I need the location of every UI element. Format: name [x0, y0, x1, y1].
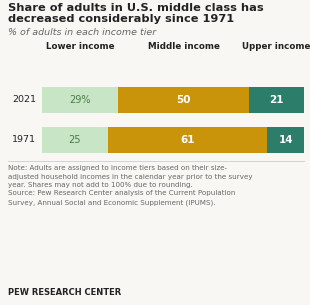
Text: PEW RESEARCH CENTER: PEW RESEARCH CENTER	[8, 288, 121, 297]
Bar	[42, 127, 108, 153]
Text: Middle income: Middle income	[148, 42, 219, 51]
Bar	[118, 87, 249, 113]
Bar	[267, 127, 304, 153]
Text: 25: 25	[69, 135, 81, 145]
Text: Survey, Annual Social and Economic Supplement (IPUMS).: Survey, Annual Social and Economic Suppl…	[8, 199, 215, 206]
Text: % of adults in each income tier: % of adults in each income tier	[8, 28, 156, 37]
Text: decreased considerably since 1971: decreased considerably since 1971	[8, 14, 234, 24]
Text: year. Shares may not add to 100% due to rounding.: year. Shares may not add to 100% due to …	[8, 182, 193, 188]
Text: 50: 50	[176, 95, 191, 105]
Text: Lower income: Lower income	[46, 42, 114, 51]
Bar	[42, 87, 118, 113]
Text: Source: Pew Research Center analysis of the Current Population: Source: Pew Research Center analysis of …	[8, 191, 235, 196]
Text: Upper income: Upper income	[242, 42, 310, 51]
Text: Note: Adults are assigned to income tiers based on their size-: Note: Adults are assigned to income tier…	[8, 165, 227, 171]
Text: 29%: 29%	[69, 95, 91, 105]
Text: 21: 21	[269, 95, 284, 105]
Bar	[249, 87, 304, 113]
Text: 61: 61	[180, 135, 195, 145]
Text: 2021: 2021	[12, 95, 36, 105]
Text: 14: 14	[278, 135, 293, 145]
Text: adjusted household incomes in the calendar year prior to the survey: adjusted household incomes in the calend…	[8, 174, 253, 180]
Bar	[108, 127, 267, 153]
Text: 1971: 1971	[12, 135, 36, 145]
Text: Share of adults in U.S. middle class has: Share of adults in U.S. middle class has	[8, 3, 264, 13]
